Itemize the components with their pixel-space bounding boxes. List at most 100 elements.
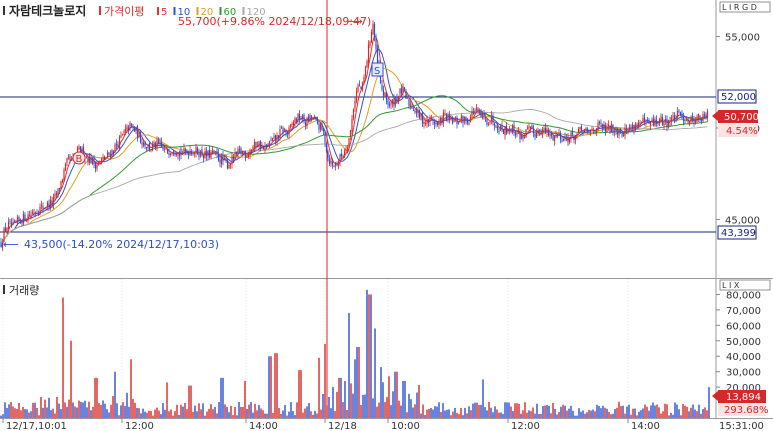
candle-body: [634, 124, 637, 130]
candle-body: [222, 155, 224, 162]
candle-body: [675, 118, 677, 120]
volume-bar: [248, 404, 250, 418]
volume-pane-control-box[interactable]: [719, 279, 771, 291]
volume-bar: [392, 391, 394, 418]
candle-body: [328, 158, 331, 164]
candle-body: [132, 125, 134, 128]
candle-body: [516, 132, 518, 135]
candle-body: [513, 124, 515, 133]
volume-bar: [294, 415, 296, 418]
candle-body: [237, 149, 239, 156]
candle-body: [585, 128, 587, 130]
candle-body: [339, 154, 341, 162]
candle-body: [207, 150, 209, 157]
candle-body: [691, 116, 694, 120]
candle-body: [388, 104, 391, 106]
candle-body: [100, 159, 103, 163]
ma-legend-period[interactable]: 120: [247, 7, 266, 18]
candle-body: [366, 61, 368, 68]
candle-body: [321, 123, 323, 130]
volume-bar: [684, 405, 686, 418]
price-pane-controls[interactable]: L I R G D: [719, 1, 771, 13]
volume-bar: [528, 410, 530, 418]
candle-body: [285, 130, 287, 133]
candle-body: [399, 88, 401, 95]
volume-title: 거래량: [9, 284, 39, 297]
volume-bar: [548, 405, 550, 418]
volume-bar: [490, 407, 492, 418]
candle-body: [706, 110, 709, 118]
volume-bar: [284, 404, 286, 418]
moving-average-lines: [0, 35, 708, 248]
volume-pane-control-text[interactable]: L I X: [722, 281, 740, 290]
volume-bar: [544, 405, 546, 418]
volume-bar: [12, 406, 14, 418]
candle-body: [3, 228, 5, 242]
volume-bar: [426, 409, 428, 418]
candle-body: [607, 124, 610, 127]
volume-bar: [312, 414, 314, 418]
volume-bar: [406, 412, 408, 418]
volume-bar: [198, 403, 200, 418]
volume-bar: [246, 408, 248, 418]
volume-bar: [552, 402, 554, 418]
volume-bar: [348, 312, 350, 418]
volume-bar: [532, 407, 534, 418]
candle-body: [550, 133, 553, 136]
candle-body: [522, 135, 524, 139]
volume-bar: [428, 408, 430, 418]
candle-body: [13, 221, 16, 223]
volume-bar: [318, 357, 320, 418]
ma-legend-period[interactable]: 60: [224, 7, 237, 18]
candle-body: [171, 152, 173, 154]
volume-bar: [340, 377, 342, 418]
ma-legend[interactable]: 5 10 20 60 120: [157, 7, 266, 18]
volume-bar: [216, 413, 218, 418]
volume-bar: [6, 407, 8, 418]
candle-body: [466, 121, 469, 124]
candle-body: [313, 116, 316, 119]
volume-bar: [218, 402, 220, 418]
candle-body: [573, 135, 575, 141]
candle-body: [586, 128, 589, 131]
candle-body: [112, 151, 115, 153]
price-pane-control-text[interactable]: L I R G D: [722, 3, 757, 12]
candle-body: [337, 161, 340, 166]
candle-body: [291, 123, 293, 125]
volume-bar: [350, 383, 352, 418]
volume-bar: [622, 405, 624, 418]
candle-body: [205, 150, 208, 157]
price-pane-control-box[interactable]: [719, 1, 771, 13]
ma-legend-period[interactable]: 20: [201, 7, 214, 18]
candle-body: [165, 148, 167, 150]
candle-body: [106, 152, 109, 157]
volume-bar: [358, 346, 360, 418]
candle-body: [672, 115, 674, 117]
volume-bar: [380, 367, 382, 418]
volume-bar: [590, 410, 592, 418]
volume-bar: [150, 410, 152, 418]
candle-body: [105, 157, 107, 159]
volume-pane-controls[interactable]: L I X: [719, 279, 771, 291]
ma-legend-period[interactable]: 5: [161, 7, 167, 18]
candle-body: [295, 118, 298, 123]
candle-body: [457, 123, 460, 125]
volume-bar: [460, 407, 462, 418]
change-percent-tag: 4.54%: [718, 124, 758, 137]
candle-body: [136, 126, 139, 139]
candle-body: [28, 215, 31, 217]
volume-bar: [356, 346, 358, 418]
candle-body: [481, 114, 484, 118]
candle-body: [465, 117, 467, 121]
candle-body: [325, 143, 328, 152]
volume-axis-label: 50,000: [726, 337, 761, 348]
volume-bar: [98, 403, 100, 418]
candle-body: [360, 87, 362, 89]
buy-signal-marker[interactable]: B: [72, 151, 86, 165]
sell-signal-marker[interactable]: S: [371, 62, 384, 77]
candle-body: [577, 128, 580, 133]
candle-body: [58, 188, 61, 190]
volume-bar: [698, 404, 700, 418]
ma-legend-period[interactable]: 10: [178, 7, 191, 18]
